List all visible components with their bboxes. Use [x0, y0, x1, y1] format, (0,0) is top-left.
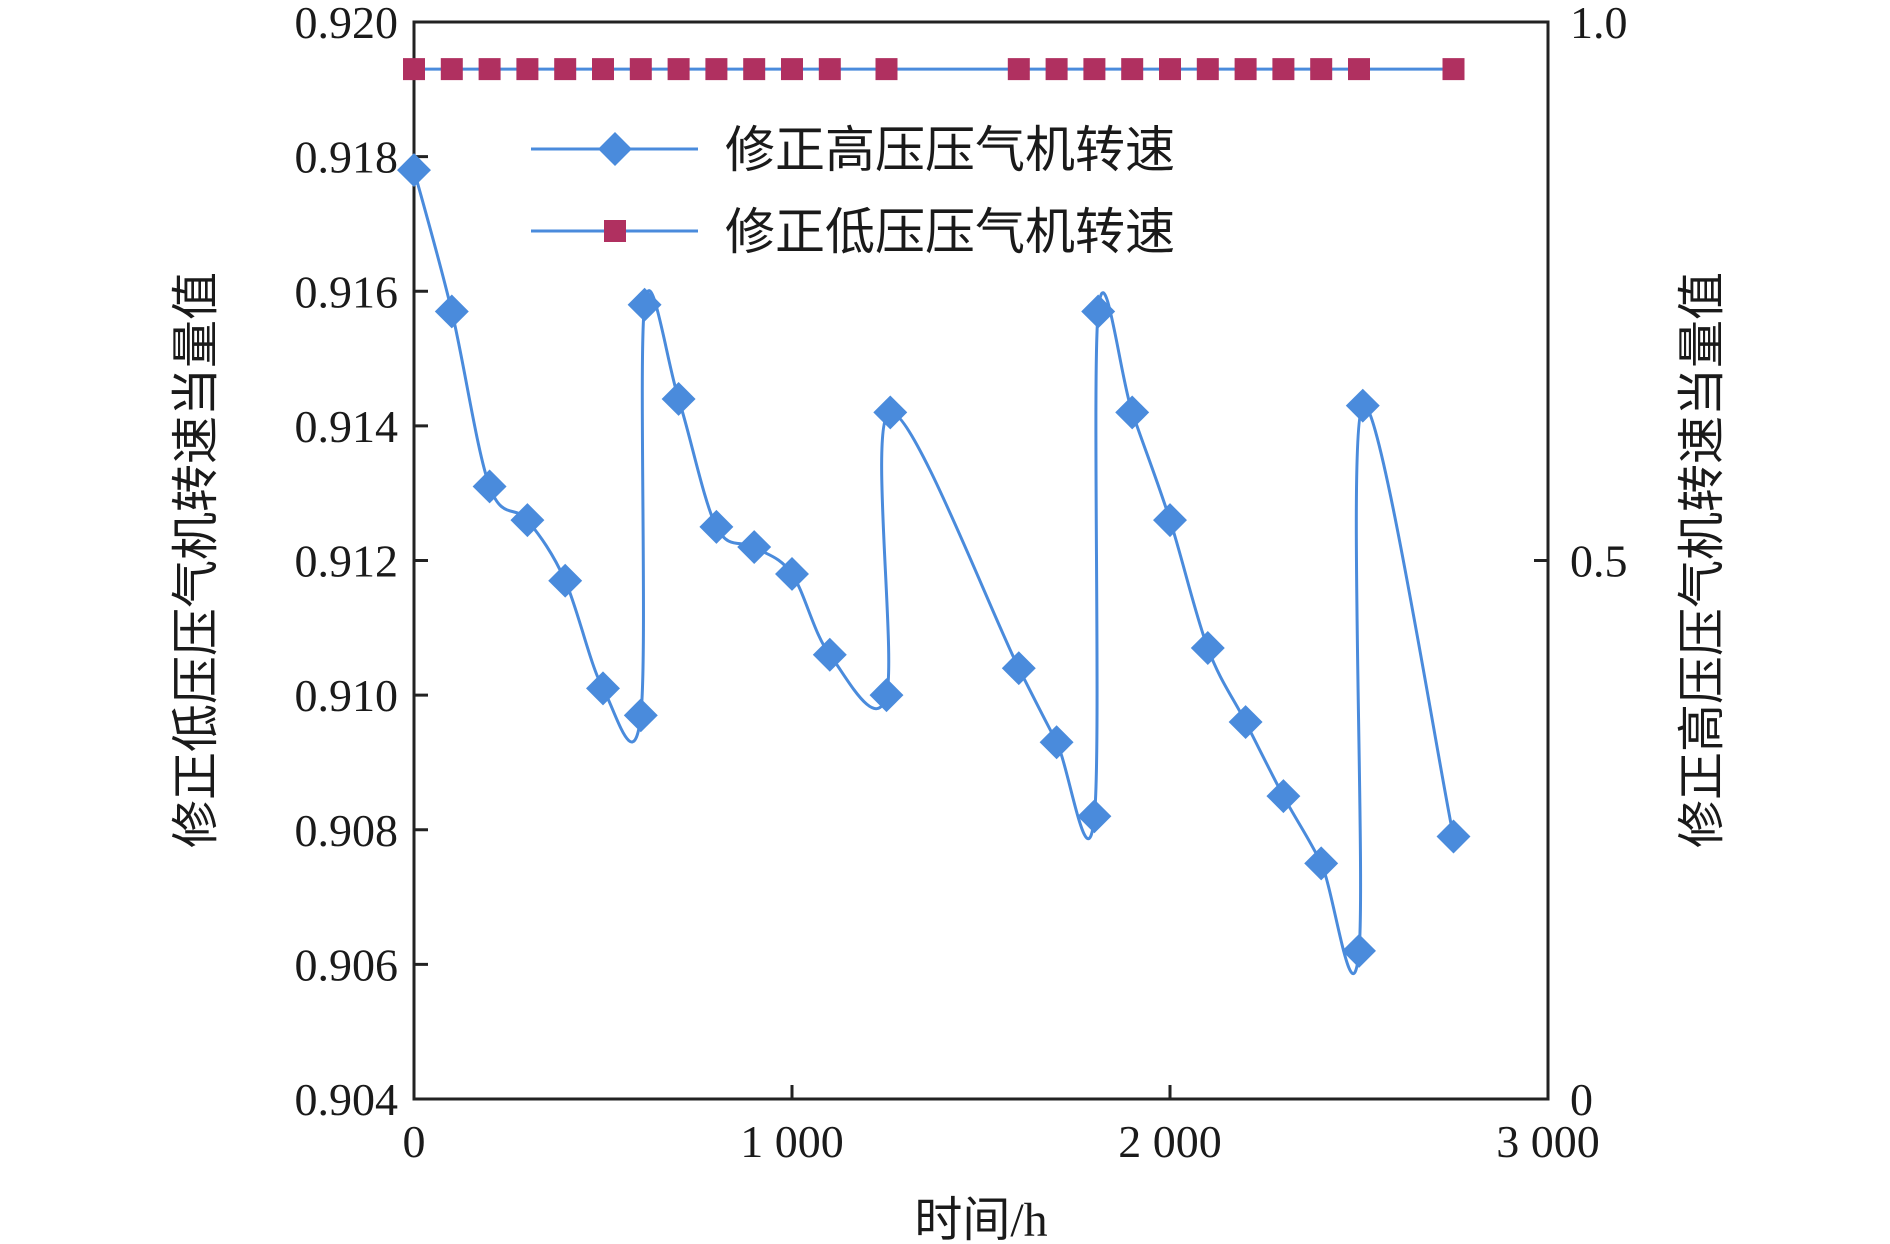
legend-marker-hp: [598, 132, 632, 166]
data-point-hp: [1342, 933, 1376, 968]
y-right-tick-label: 0: [1570, 1074, 1593, 1125]
y-left-tick-label: 0.920: [295, 0, 399, 48]
y-right-axis-title: 修正高压压气机转速当量值: [1676, 272, 1729, 848]
data-point-hp: [1081, 294, 1116, 329]
data-point-lp: [554, 58, 577, 81]
y-left-tick-label: 0.916: [295, 266, 399, 317]
data-point-lp: [1007, 58, 1030, 81]
y-left-axis-title: 修正低压压气机转速当量值: [170, 272, 223, 848]
data-point-lp: [1348, 58, 1370, 81]
data-point-hp: [1436, 819, 1471, 854]
data-point-lp: [629, 58, 652, 81]
data-point-hp: [434, 294, 469, 329]
data-point-hp: [1001, 651, 1036, 686]
y-left-tick-label: 0.914: [295, 401, 399, 452]
data-point-hp: [472, 469, 507, 504]
y-right-tick-label: 0.5: [1570, 536, 1628, 587]
y-left-tick-label: 0.904: [295, 1074, 399, 1125]
data-point-lp: [440, 58, 463, 81]
data-point-hp: [1345, 388, 1380, 423]
y-right-tick-label: 1.0: [1570, 0, 1628, 48]
data-point-lp: [1272, 58, 1295, 81]
series-line-hp: [412, 169, 1455, 975]
plot-frame: [412, 20, 1550, 1101]
data-point-hp: [775, 556, 809, 591]
data-point-hp: [586, 671, 620, 706]
data-point-hp: [812, 637, 847, 672]
data-point-lp: [1196, 58, 1219, 81]
data-point-lp: [403, 58, 425, 81]
data-point-lp: [875, 58, 898, 81]
data-point-hp: [1304, 846, 1339, 881]
data-point-hp: [1190, 631, 1225, 665]
data-point-lp: [592, 58, 614, 81]
data-point-lp: [743, 58, 766, 81]
x-tick-label: 0: [403, 1116, 426, 1167]
data-point-hp: [627, 287, 662, 322]
x-axis-title: 时间/h: [914, 1194, 1047, 1244]
data-point-hp: [397, 153, 431, 188]
data-point-lp: [1159, 58, 1181, 81]
legend: 修正高压压气机转速 修正低压压气机转速: [531, 122, 1175, 260]
x-tick-label: 1 000: [740, 1116, 844, 1167]
data-point-lp: [1234, 58, 1257, 81]
data-point-hp: [699, 509, 734, 544]
data-point-lp: [1121, 58, 1144, 81]
data-point-hp: [873, 395, 908, 430]
x-tick-label: 3 000: [1496, 1116, 1600, 1167]
data-point-lp: [818, 58, 841, 81]
data-point-hp: [623, 698, 658, 733]
data-point-hp: [1039, 725, 1074, 760]
y-left-tick-label: 0.906: [295, 939, 399, 990]
data-point-hp: [661, 381, 696, 416]
y-left-tick-label: 0.908: [295, 805, 399, 856]
data-point-hp: [869, 678, 904, 713]
legend-label-lp: 修正低压压气机转速: [725, 204, 1175, 260]
data-point-lp: [1045, 58, 1068, 81]
data-point-lp: [1442, 58, 1465, 81]
data-point-lp: [781, 58, 803, 81]
legend-marker-lp: [604, 220, 626, 242]
y-left-tick-label: 0.918: [295, 132, 399, 183]
y-left-tick-label: 0.912: [295, 536, 399, 587]
data-point-lp: [1083, 58, 1106, 81]
data-point-hp: [1228, 705, 1263, 740]
data-point-lp: [667, 58, 690, 81]
legend-label-hp: 修正高压压气机转速: [725, 122, 1175, 178]
data-point-hp: [548, 563, 583, 598]
data-point-hp: [1115, 395, 1150, 430]
data-point-lp: [516, 58, 539, 81]
x-tick-label: 2 000: [1118, 1116, 1222, 1167]
data-point-lp: [478, 58, 501, 81]
data-point-hp: [1153, 503, 1187, 538]
data-point-hp: [1266, 779, 1301, 814]
data-point-hp: [510, 503, 545, 538]
data-point-lp: [705, 58, 728, 81]
data-point-hp: [737, 530, 772, 565]
data-point-hp: [1077, 799, 1112, 834]
y-left-tick-label: 0.910: [295, 670, 399, 721]
data-point-lp: [1310, 58, 1333, 81]
